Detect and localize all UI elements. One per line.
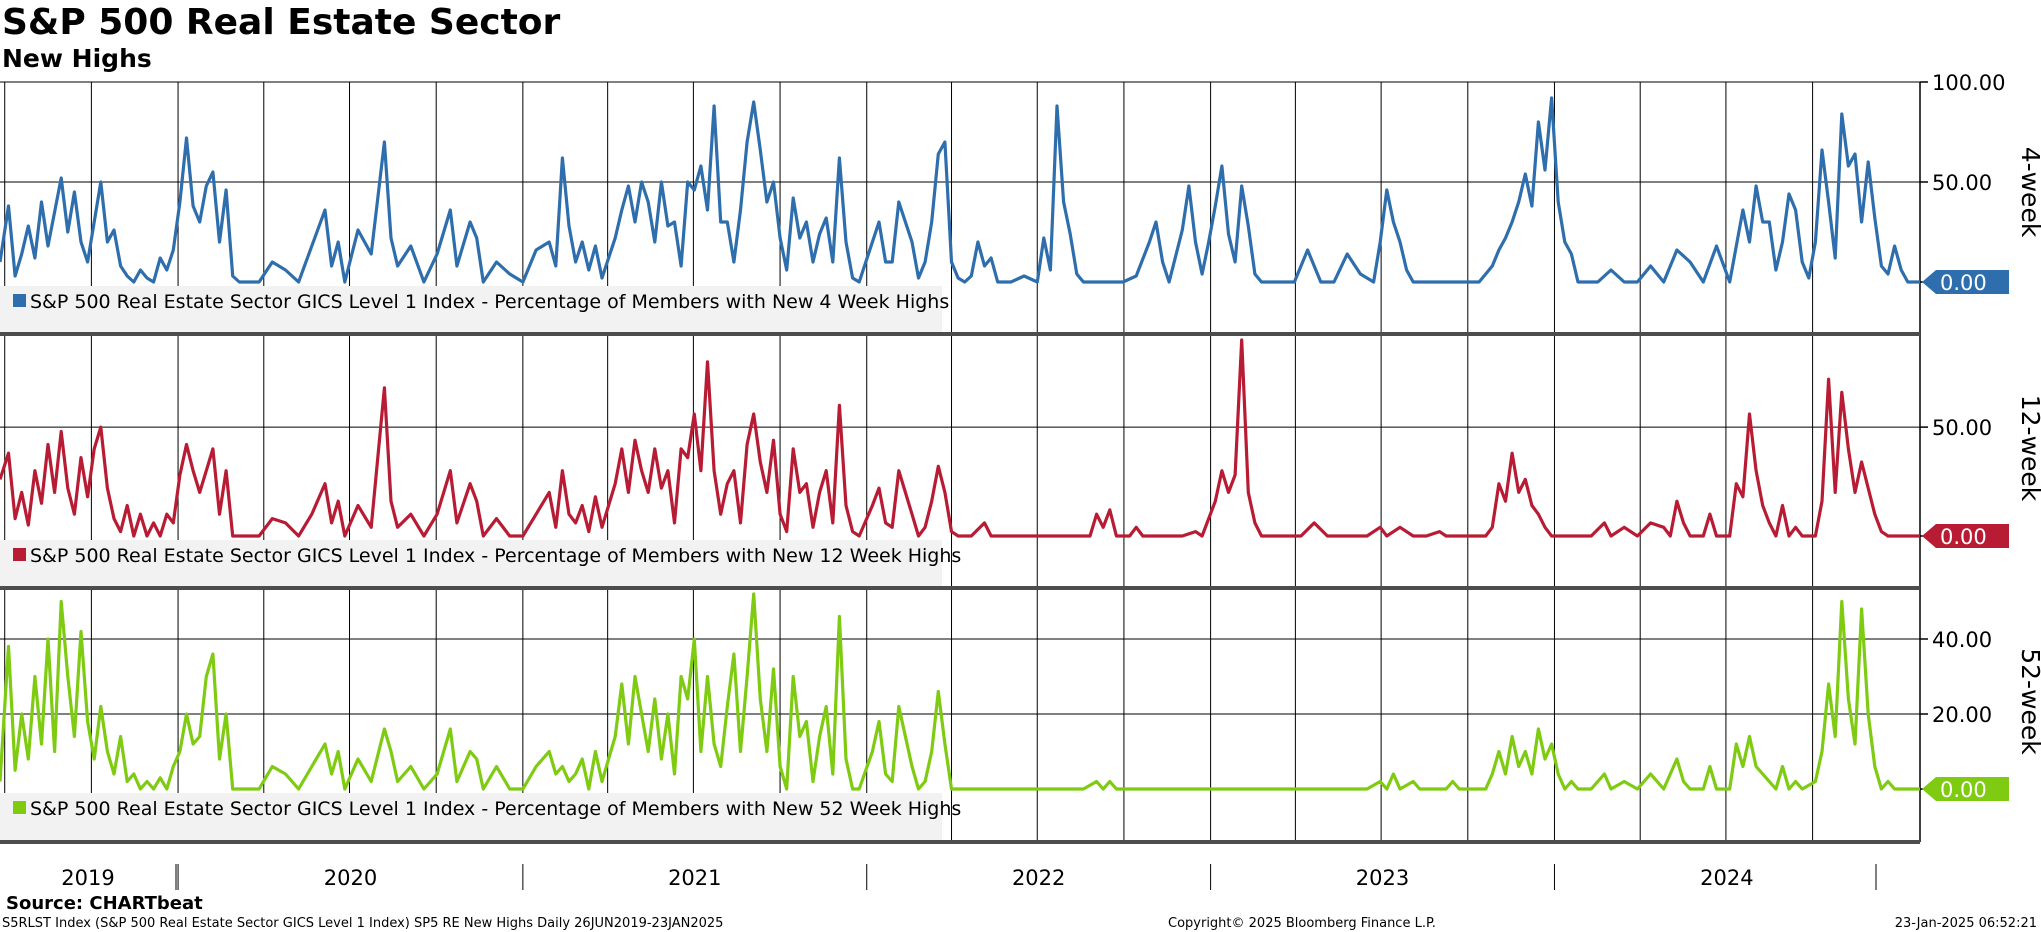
y-tick-label: 50.00 bbox=[1932, 171, 1992, 195]
legend-label: S&P 500 Real Estate Sector GICS Level 1 … bbox=[30, 798, 961, 820]
last-value-tag bbox=[1922, 270, 2009, 294]
panel-3: 40.00 20.00 S&P 500 Real Estate Sector GIC… bbox=[0, 592, 2041, 844]
legend-label: S&P 500 Real Estate Sector GICS Level 1 … bbox=[30, 291, 949, 313]
panel-side-label: 4-week bbox=[2016, 147, 2041, 238]
panel-1: 100.00 50.00 S&P 500 Real Estate Sector GI… bbox=[0, 71, 2041, 336]
y-tick-label: 40.00 bbox=[1932, 628, 1992, 652]
series-line bbox=[0, 96, 1920, 284]
panel-side-label: 52-week bbox=[2016, 648, 2041, 755]
x-tick-label: 2020 bbox=[324, 866, 377, 890]
legend-box bbox=[0, 540, 942, 586]
last-value-tag bbox=[1922, 524, 2009, 548]
legend-label: S&P 500 Real Estate Sector GICS Level 1 … bbox=[30, 545, 961, 567]
source-label: Source: CHARTbeat bbox=[6, 893, 203, 914]
last-value-label: 0.00 bbox=[1940, 778, 1987, 802]
panel-side-label: 12-week bbox=[2016, 395, 2041, 502]
legend-box bbox=[0, 793, 942, 840]
last-value-label: 0.00 bbox=[1940, 525, 1987, 549]
legend-swatch bbox=[13, 548, 26, 561]
y-tick-label: 50.00 bbox=[1932, 416, 1992, 440]
legend-swatch bbox=[13, 294, 26, 307]
footer-copyright: Copyright© 2025 Bloomberg Finance L.P. bbox=[1168, 916, 1436, 931]
x-tick-label: 2019 bbox=[61, 866, 114, 890]
footer-description: S5RLST Index (S&P 500 Real Estate Sector… bbox=[2, 916, 724, 931]
y-tick-label: 20.00 bbox=[1932, 703, 1992, 727]
x-tick-label: 2022 bbox=[1012, 866, 1065, 890]
last-value-tag bbox=[1922, 777, 2009, 801]
series-line bbox=[0, 338, 1920, 538]
x-tick-label: 2024 bbox=[1700, 866, 1753, 890]
x-tick-label: 2023 bbox=[1356, 866, 1409, 890]
legend-swatch bbox=[13, 801, 26, 814]
series-line bbox=[0, 592, 1920, 791]
panel-2: 50.00 S&P 500 Real Estate Sector GICS Lev… bbox=[0, 338, 2041, 590]
chart-title: S&P 500 Real Estate Sector bbox=[2, 2, 561, 43]
legend-box bbox=[0, 286, 942, 332]
x-tick-label: 2021 bbox=[668, 866, 721, 890]
footer-timestamp: 23-Jan-2025 06:52:21 bbox=[1894, 916, 2037, 931]
last-value-label: 0.00 bbox=[1940, 271, 1987, 295]
chart-subtitle: New Highs bbox=[2, 44, 152, 73]
y-tick-label: 100.00 bbox=[1932, 71, 2005, 95]
